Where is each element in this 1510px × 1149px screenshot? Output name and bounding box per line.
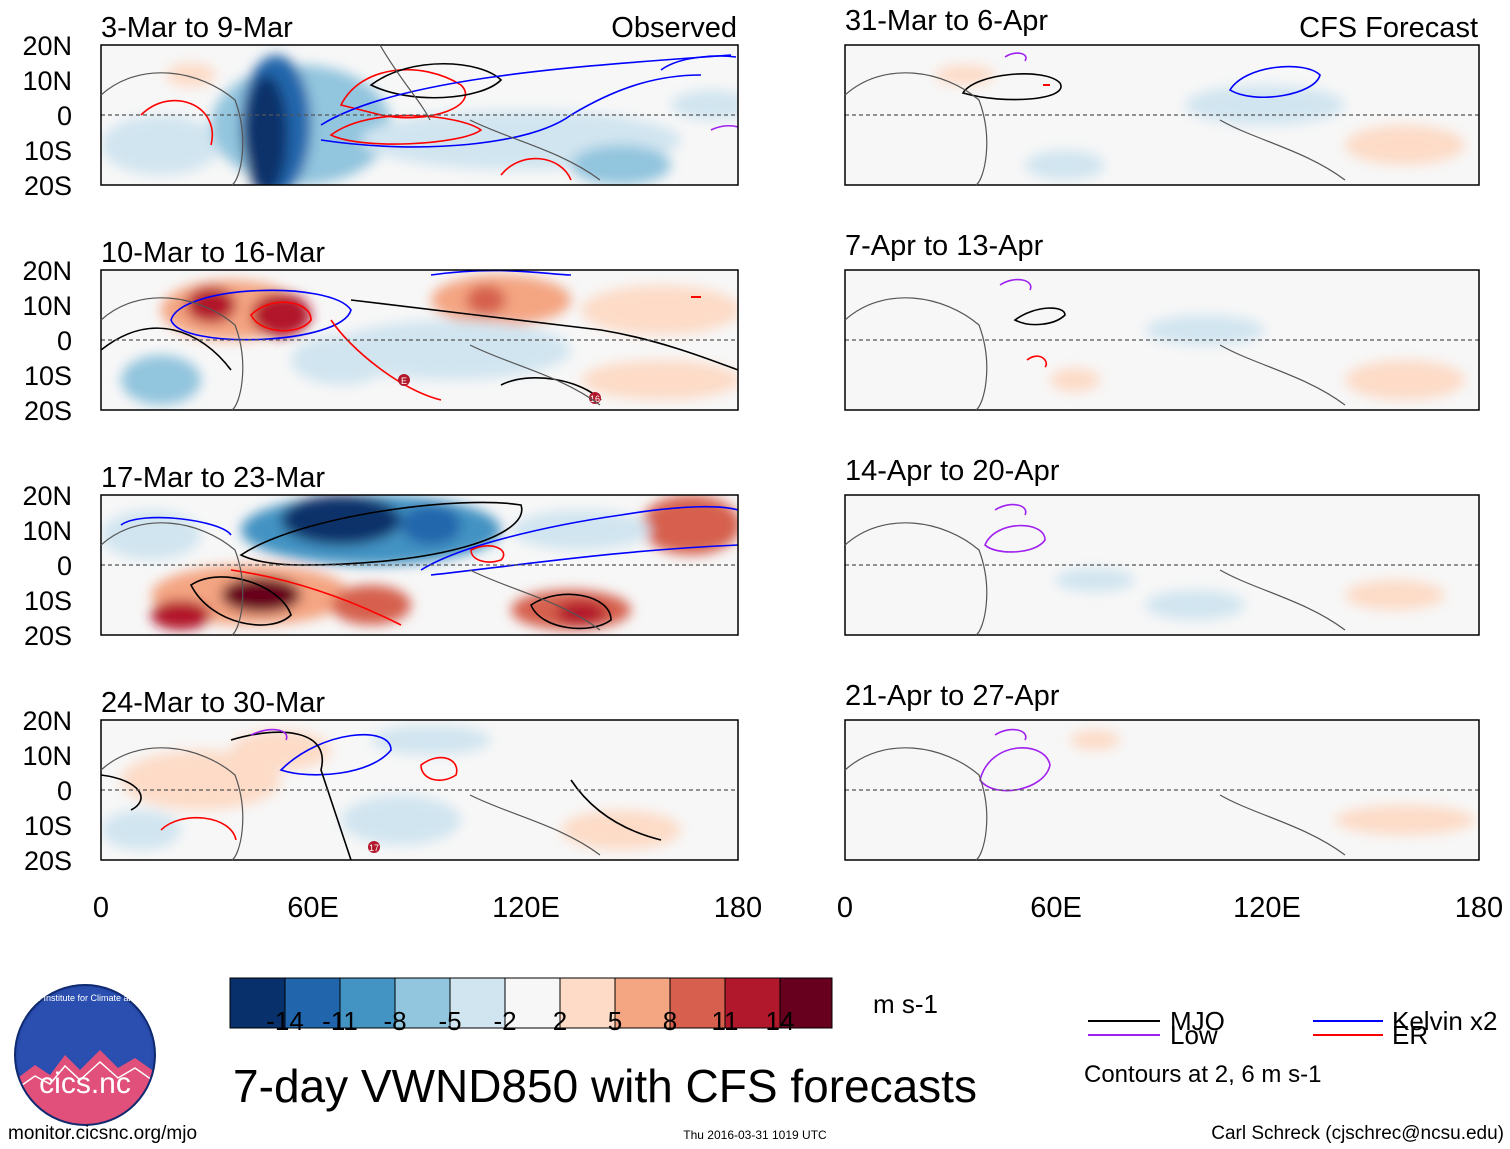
colorbar-tick: 2 [553,1006,567,1036]
svg-text:16: 16 [590,394,600,404]
svg-text:0: 0 [57,551,72,581]
colorbar-swatch [615,978,670,1028]
svg-text:60E: 60E [287,892,339,924]
observed-label: Observed [611,12,737,44]
svg-text:20S: 20S [24,846,72,876]
legend: MJO Kelvin x2 Low ER Contours at 2, 6 m … [1084,1006,1498,1088]
colorbar-tick: -8 [383,1006,406,1036]
contours-note: Contours at 2, 6 m s-1 [1084,1061,1321,1088]
colorbar-tick: -5 [438,1006,461,1036]
panel-forecast-1 [844,44,1480,186]
footer-timestamp: Thu 2016-03-31 1019 UTC [683,1128,827,1142]
panel-observed-3 [100,494,739,636]
colorbar-swatch [340,978,395,1028]
svg-text:0: 0 [57,101,72,131]
svg-text:20S: 20S [24,171,72,201]
svg-text:10S: 10S [24,136,72,166]
footer-author: Carl Schreck (cjschrec@ncsu.edu) [1211,1123,1504,1144]
panel-observed-4 [100,719,739,861]
panel-title-6: 7-Apr to 13-Apr [845,230,1044,262]
colorbar: -14 -11 -8 -5 -2 2 5 8 11 14 m s-1 [229,977,938,1036]
svg-text:60E: 60E [1030,892,1082,924]
panel-title-4: 24-Mar to 30-Mar [101,687,325,719]
panel-observed-2 [100,269,739,411]
svg-text:20N: 20N [22,706,72,736]
svg-text:180: 180 [1455,892,1503,924]
svg-text:20N: 20N [22,31,72,61]
svg-text:10N: 10N [22,741,72,771]
cics-logo: Cooperative Institute for Climate and Sa… [0,984,178,1126]
colorbar-tick: -14 [266,1006,304,1036]
storm-marker-e: E [398,374,410,386]
coastlines [100,44,1346,861]
logo-text: cics.nc [39,1067,131,1100]
svg-text:10N: 10N [22,66,72,96]
colorbar-tick: -2 [493,1006,516,1036]
colorbar-tick: 14 [766,1006,795,1036]
svg-text:20S: 20S [24,621,72,651]
svg-text:10N: 10N [22,516,72,546]
svg-text:20S: 20S [24,396,72,426]
colorbar-swatch [505,978,560,1028]
colorbar-tick: 5 [608,1006,622,1036]
panel-title-1: 3-Mar to 9-Mar [101,12,293,44]
colorbar-swatch [285,978,340,1028]
colorbar-swatch [670,978,725,1028]
storm-marker-16: 16 [589,392,601,404]
colorbar-swatch [450,978,505,1028]
lat-labels: 20N 10N 0 10S 20S 20N 10N 0 10S 20S 20N … [22,31,72,876]
svg-text:180: 180 [714,892,762,924]
legend-label-low: Low [1170,1020,1218,1050]
colorbar-unit: m s-1 [873,989,938,1019]
storm-marker-17: 17 [368,841,380,853]
legend-label-mjo: MJO [1170,1006,1225,1036]
panel-title-3: 17-Mar to 23-Mar [101,462,325,494]
svg-text:0: 0 [837,892,853,924]
lon-labels: 0 60E 120E 180 0 60E 120E 180 [93,892,1503,924]
svg-text:120E: 120E [1233,892,1301,924]
panel-title-2: 10-Mar to 16-Mar [101,237,325,269]
svg-text:E: E [401,376,407,386]
colorbar-swatch [780,978,832,1028]
svg-text:20N: 20N [22,481,72,511]
panel-title-7: 14-Apr to 20-Apr [845,455,1060,487]
colorbar-tick: 11 [712,1006,739,1036]
svg-text:0: 0 [93,892,109,924]
panel-forecast-3 [844,494,1480,636]
main-title: 7-day VWND850 with CFS forecasts [233,1060,977,1112]
colorbar-swatch [230,978,285,1028]
footer-url[interactable]: monitor.cicsnc.org/mjo [8,1123,197,1144]
svg-text:0: 0 [57,776,72,806]
svg-text:10S: 10S [24,811,72,841]
legend-label-kelvin: Kelvin x2 [1392,1006,1498,1036]
colorbar-tick: -11 [322,1006,358,1036]
colorbar-tick: 8 [663,1006,677,1036]
panel-title-8: 21-Apr to 27-Apr [845,680,1060,712]
svg-text:10S: 10S [24,586,72,616]
colorbar-swatch [560,978,615,1028]
colorbar-swatch [395,978,450,1028]
svg-text:120E: 120E [492,892,560,924]
panel-observed-1 [100,44,739,186]
panel-forecast-4 [844,719,1480,861]
colorbar-swatch [725,978,780,1028]
legend-label-er: ER [1392,1020,1428,1050]
svg-text:0: 0 [57,326,72,356]
svg-text:10S: 10S [24,361,72,391]
svg-text:10N: 10N [22,291,72,321]
forecast-label: CFS Forecast [1299,12,1478,44]
svg-text:20N: 20N [22,256,72,286]
svg-text:17: 17 [369,843,379,853]
panel-title-5: 31-Mar to 6-Apr [845,5,1048,37]
panel-forecast-2 [844,269,1480,411]
logo-ring-text: Cooperative Institute for Climate and Sa… [0,993,178,1003]
